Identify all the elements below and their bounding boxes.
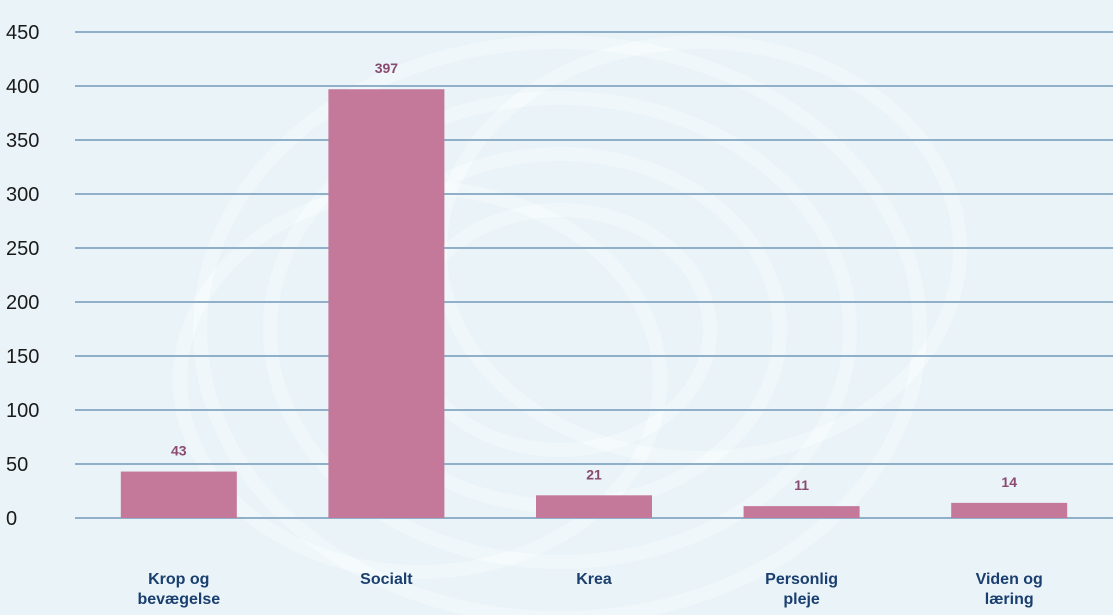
y-tick-label: 100 bbox=[6, 400, 39, 422]
category-label: Krea bbox=[576, 571, 612, 588]
data-labels: 43 397 21 11 14 bbox=[171, 60, 1017, 493]
category-label: Viden og læring bbox=[976, 571, 1043, 608]
category-label: Socialt bbox=[360, 571, 413, 588]
data-label: 14 bbox=[1001, 474, 1017, 490]
background-swirl-pattern bbox=[173, 35, 967, 615]
background-swirl-ring bbox=[263, 91, 857, 569]
y-tick-label: 450 bbox=[6, 22, 39, 44]
background-swirl-ring bbox=[433, 35, 967, 465]
bar bbox=[536, 495, 652, 518]
bar bbox=[743, 506, 860, 518]
data-label: 21 bbox=[586, 466, 602, 482]
y-tick-label: 300 bbox=[6, 184, 39, 206]
y-tick-label: 350 bbox=[6, 130, 39, 152]
bar bbox=[328, 89, 445, 519]
y-tick-label: 250 bbox=[6, 238, 39, 260]
gridlines bbox=[75, 31, 1113, 519]
data-label: 11 bbox=[794, 477, 809, 493]
category-label: Personlig pleje bbox=[765, 571, 838, 608]
y-tick-label: 200 bbox=[6, 292, 39, 314]
bar bbox=[951, 502, 1068, 518]
bars bbox=[120, 89, 1068, 519]
y-tick-label: 50 bbox=[6, 454, 28, 476]
x-axis-category-labels: Krop og bevægelse Socialt Krea Personlig plej… bbox=[137, 571, 1042, 608]
y-tick-label: 150 bbox=[6, 346, 39, 368]
bar bbox=[120, 471, 237, 518]
y-axis-tick-labels: 0 50 100 150 200 250 300 350 400 450 bbox=[6, 22, 39, 530]
y-tick-label: 0 bbox=[6, 508, 17, 530]
category-label: Krop og bevægelse bbox=[137, 571, 220, 608]
data-label: 397 bbox=[375, 60, 399, 76]
data-label: 43 bbox=[171, 443, 187, 459]
y-tick-label: 400 bbox=[6, 76, 39, 98]
background-swirl-ring bbox=[193, 35, 927, 615]
